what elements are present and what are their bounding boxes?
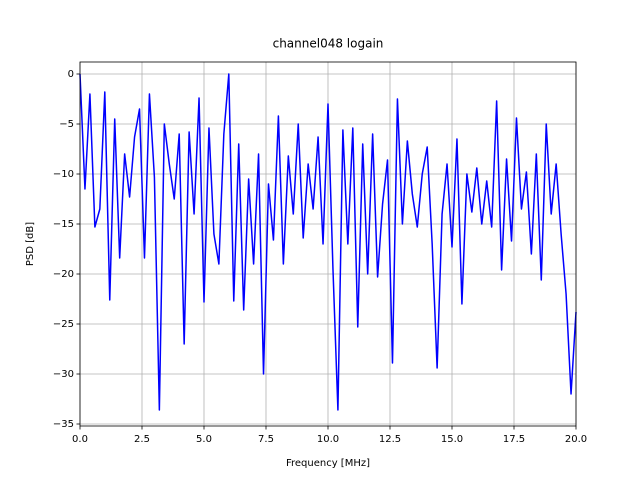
x-tick-label: 7.5 [258,434,274,445]
y-tick-label: −35 [53,419,74,430]
x-tick-label: 12.5 [379,434,401,445]
y-tick-label: −5 [59,119,74,130]
y-tick-label: −20 [53,269,74,280]
x-axis-label: Frequency [MHz] [286,458,370,469]
chart-title: channel048 logain [273,37,384,51]
y-tick-label: −25 [53,319,74,330]
data-line [79,73,577,411]
x-tick-label: 15.0 [441,434,463,445]
x-tick-label: 5.0 [196,434,212,445]
x-tick-label: 17.5 [503,434,525,445]
plot-frame [79,61,577,427]
y-tick-label: −30 [53,369,74,380]
x-tick-label: 0.0 [72,434,88,445]
y-tick-label: 0 [68,69,74,80]
x-tick-label: 2.5 [134,434,150,445]
y-tick-label: −15 [53,219,74,230]
x-tick-label: 20.0 [565,434,587,445]
y-tick-label: −10 [53,169,74,180]
y-axis-label: PSD [dB] [25,222,36,266]
x-tick-label: 10.0 [317,434,339,445]
